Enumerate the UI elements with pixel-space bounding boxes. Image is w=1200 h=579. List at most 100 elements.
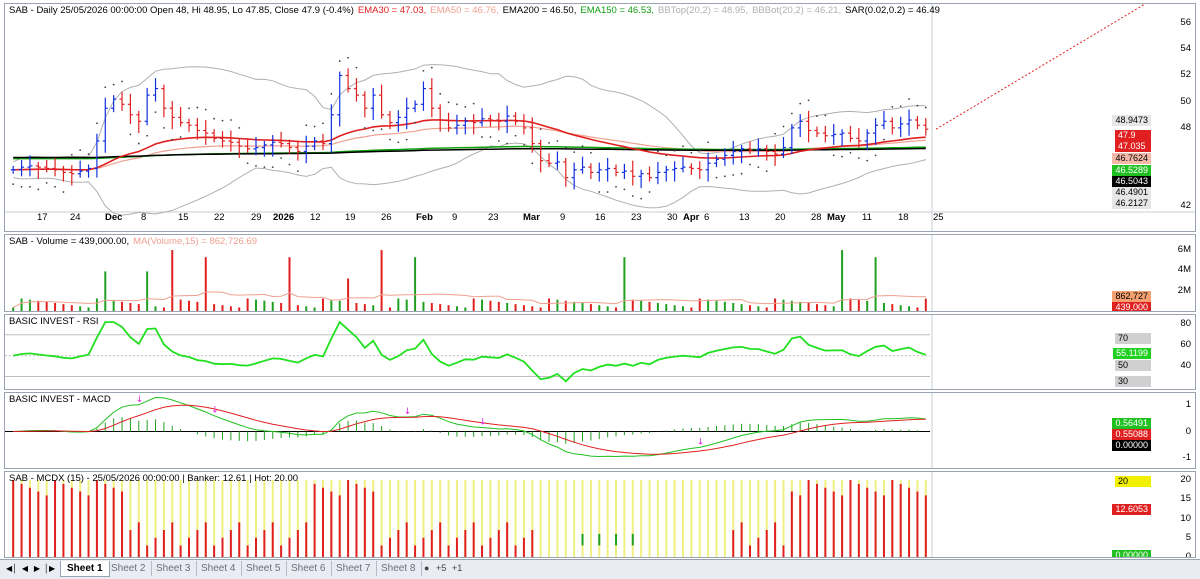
mcdx-chart[interactable]: [5, 472, 1196, 558]
rsi-panel[interactable]: BASIC INVEST - RSI 80 60 40 70 55.1199 50 30: [4, 314, 1196, 390]
sar-dot: [263, 166, 266, 169]
rsi-value-tag: 30: [1115, 376, 1151, 387]
lock-icon[interactable]: ●: [424, 563, 430, 573]
sar-dot: [271, 166, 274, 169]
sheet-tab[interactable]: Sheet 3: [150, 561, 198, 576]
sar-dot: [506, 142, 509, 145]
macd-panel[interactable]: ↓ ↓ ↓ ↓ ↓ BASIC INVEST - MACD 1 0 -1 0.56491 0.…: [4, 392, 1196, 469]
x-axis-label: Feb: [416, 212, 433, 223]
sar-dot: [899, 105, 902, 108]
sheet-tab[interactable]: Sheet 1: [60, 561, 110, 577]
x-axis-label: 13: [739, 212, 750, 223]
sar-dot: [832, 154, 835, 157]
sar-dot: [405, 138, 408, 141]
sar-dot: [548, 142, 550, 144]
sar-dot: [707, 141, 710, 144]
price-title-part: BBTop(20,2) = 48.95,: [658, 5, 749, 16]
sar-dot: [916, 104, 919, 107]
next-sheet-icon[interactable]: ▶: [33, 564, 41, 573]
sheet-tab[interactable]: Sheet 7: [330, 561, 378, 576]
rsi-title-part: BASIC INVEST - RSI: [9, 316, 99, 327]
x-axis-label: 15: [178, 212, 189, 223]
sar-dot: [288, 163, 291, 166]
sar-dot: [422, 70, 425, 72]
sar-dot: [162, 126, 165, 129]
sar-dot: [690, 151, 693, 154]
rsi-line: [13, 320, 927, 383]
sar-dot: [296, 170, 299, 172]
last-sheet-icon[interactable]: │▶: [44, 564, 56, 573]
volume-y-tick: 4M: [1177, 264, 1191, 276]
rsi-chart[interactable]: [5, 315, 1196, 390]
price-value-tag: 48.9473: [1112, 115, 1151, 126]
rsi-value-tag: 50: [1115, 360, 1151, 371]
sar-dot: [372, 129, 375, 132]
sheet-tab[interactable]: Sheet 8: [375, 561, 423, 576]
sheet-tab[interactable]: Sheet 4: [195, 561, 243, 576]
sar-dot: [464, 106, 467, 108]
sar-dot: [96, 122, 98, 125]
price-value-tag: 46.5289: [1112, 165, 1151, 176]
sar-dot: [782, 125, 785, 128]
first-sheet-icon[interactable]: ◀│: [6, 564, 18, 573]
price-panel-title: SAB - Daily 25/05/2026 00:00:00 Open 48,…: [9, 5, 944, 16]
sar-dot: [665, 154, 668, 157]
sar-dot: [640, 197, 643, 200]
macd-line: [13, 396, 926, 458]
price-title-part: EMA200 = 46.50,: [502, 5, 577, 16]
macd-y-tick: 1: [1185, 398, 1191, 410]
rsi-panel-title: BASIC INVEST - RSI: [9, 316, 103, 327]
sar-dot: [472, 102, 475, 105]
bollinger-top-line: [12, 64, 926, 163]
macd-cross-marker: ↓: [136, 395, 144, 405]
sar-dot: [238, 126, 241, 129]
x-axis-label: Mar: [523, 212, 540, 223]
sar-dot: [439, 92, 442, 95]
mcdx-panel[interactable]: SAB - MCDX (15) - 25/05/2026 00:00:00 | …: [4, 471, 1196, 558]
price-panel[interactable]: SAB - Daily 25/05/2026 00:00:00 Open 48,…: [4, 3, 1196, 232]
prev-sheet-icon[interactable]: ◀: [21, 564, 29, 573]
mcdx-panel-title: SAB - MCDX (15) - 25/05/2026 00:00:00 | …: [9, 473, 302, 484]
x-axis-label: 19: [345, 212, 356, 223]
price-title-part: SAR(0.02,0.2) = 46.49: [845, 5, 940, 16]
price-chart[interactable]: [5, 4, 1196, 232]
rsi-y-tick: 40: [1180, 360, 1191, 372]
sar-dot: [606, 191, 609, 193]
price-value-tag: 47.9: [1115, 130, 1151, 141]
sheet-tab-bar: ◀│ ◀ ▶ │▶ Sheet 1 Sheet 2 Sheet 3 Sheet 4 Sh…: [0, 559, 1200, 579]
sar-dot: [54, 185, 56, 188]
x-axis-label: 30: [667, 212, 678, 223]
sar-dot: [891, 106, 894, 108]
sar-dot: [682, 145, 684, 148]
sheet-tab[interactable]: Sheet 2: [105, 561, 153, 576]
sar-dot: [590, 151, 592, 154]
sar-dot: [20, 185, 23, 188]
sar-dot: [322, 122, 324, 125]
sar-dot: [648, 191, 651, 193]
sar-dot: [799, 102, 802, 105]
x-axis-label: Apr: [683, 212, 700, 223]
sar-dot: [615, 185, 617, 188]
x-axis-label: 9: [560, 212, 566, 223]
add-sheet-icon[interactable]: +5: [436, 563, 447, 573]
sar-dot: [573, 151, 576, 154]
macd-y-tick: 0: [1185, 425, 1191, 437]
macd-chart[interactable]: ↓ ↓ ↓ ↓ ↓: [5, 393, 1196, 469]
sheet-tab[interactable]: Sheet 6: [285, 561, 333, 576]
sheet-tab[interactable]: Sheet 5: [240, 561, 288, 576]
volume-chart[interactable]: [5, 235, 1196, 312]
volume-panel[interactable]: SAB - Volume = 439,000.00, MA(Volume,15) …: [4, 234, 1196, 312]
sar-dot: [598, 191, 601, 193]
new-sheet-icon[interactable]: +1: [452, 563, 463, 573]
macd-value-tag: 0.56491: [1112, 418, 1151, 429]
x-axis-label: 18: [898, 212, 909, 223]
x-axis-label: 2026: [273, 212, 295, 223]
mcdx-y-tick: 15: [1180, 493, 1191, 505]
price-value-tag: 47.035: [1115, 141, 1151, 152]
sar-dot: [732, 174, 735, 176]
rsi-y-tick: 60: [1180, 339, 1191, 351]
mcdx-y-tick: 20: [1180, 474, 1191, 485]
ema200-line: [13, 147, 926, 159]
price-y-tick: 42: [1180, 200, 1191, 212]
volume-value-tag: 862,727: [1112, 291, 1151, 302]
